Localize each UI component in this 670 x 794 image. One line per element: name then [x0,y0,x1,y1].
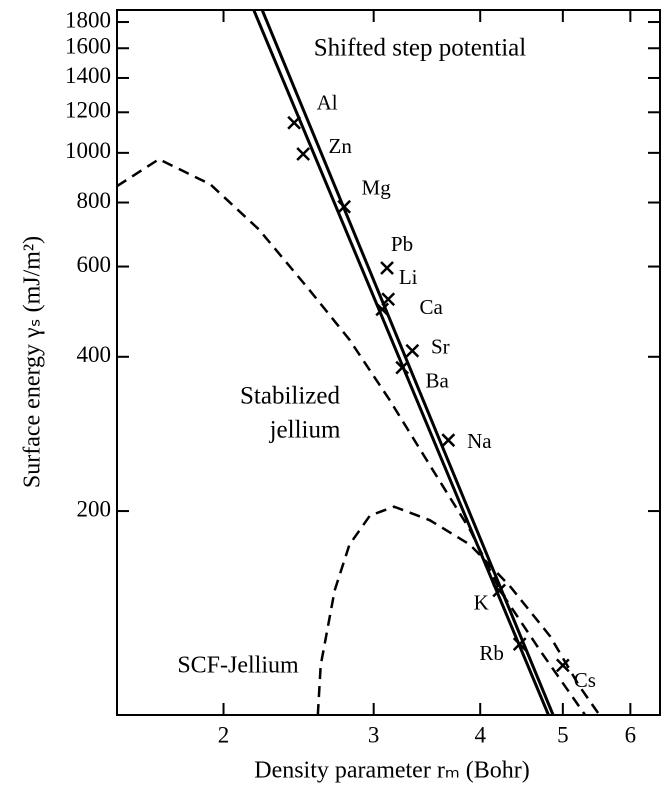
point-label: Mg [362,176,392,200]
x-tick-label: 2 [218,722,230,747]
y-tick-label: 800 [77,188,112,213]
data-point [337,199,352,214]
x-axis-label: Density parameter rₘ (Bohr) [254,758,530,784]
point-label: Na [467,429,492,453]
data-point [555,658,570,673]
y-tick-label: 1400 [65,63,111,88]
annotation: SCF-Jellium [177,653,299,679]
y-tick-label: 1600 [65,34,111,59]
y-axis-label: Surface energy γₛ (mJ/m²) [20,236,46,488]
point-label: Ca [420,295,444,319]
annotation: Stabilized [240,383,340,410]
point-label: K [474,590,489,614]
point-label: Li [399,265,418,289]
point-label: Ba [426,368,450,392]
annotation: jellium [269,417,341,444]
point-label: Cs [574,668,596,692]
line [252,10,550,715]
point-label: Al [317,91,338,115]
point-label: Zn [329,134,353,158]
x-tick-label: 4 [474,722,486,747]
y-tick-label: 600 [77,252,112,277]
data-point [375,302,390,317]
y-tick-label: 1200 [65,98,111,123]
data-point [512,637,527,652]
point-label: Rb [479,641,504,665]
x-tick-label: 5 [557,722,569,747]
data-point [381,292,396,307]
data-point [380,261,394,275]
plot-frame [116,9,661,716]
data-point [405,343,420,358]
data-point [296,147,311,161]
x-tick-label: 6 [625,722,637,747]
y-tick-label: 400 [77,342,112,367]
point-label: Sr [431,335,450,359]
y-tick-label: 1000 [65,138,111,163]
annotation: Shifted step potential [314,35,527,62]
line [316,505,601,715]
y-tick-label: 200 [77,496,112,521]
data-point [492,583,507,598]
line [117,157,587,715]
data-point [287,115,302,130]
data-point [395,360,410,375]
x-tick-label: 3 [368,722,380,747]
data-point [441,433,456,448]
y-tick-label: 1800 [65,7,111,32]
point-label: Pb [391,232,413,256]
